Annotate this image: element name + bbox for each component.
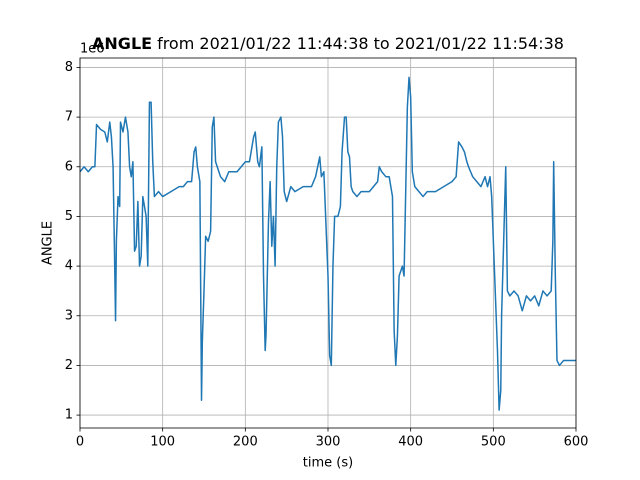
x-tick-label: 400 xyxy=(398,435,423,450)
x-tick-label: 600 xyxy=(564,435,589,450)
x-tick-label: 500 xyxy=(481,435,506,450)
title-text: from 2021/01/22 11:44:38 to 2021/01/22 1… xyxy=(157,34,564,53)
x-tick-label: 200 xyxy=(233,435,258,450)
x-tick-label: 100 xyxy=(150,435,175,450)
y-tick-label: 2 xyxy=(65,358,73,373)
plot-frame xyxy=(79,57,577,429)
x-tick-label: 300 xyxy=(316,435,341,450)
y-tick-label: 1 xyxy=(65,408,73,423)
y-tick-label: 6 xyxy=(65,159,73,174)
y-tick-label: 5 xyxy=(65,209,73,224)
y-offset-label: 1e6 xyxy=(80,42,105,57)
y-tick-label: 7 xyxy=(65,110,73,125)
x-tick-label: 0 xyxy=(76,435,84,450)
y-tick-label: 8 xyxy=(65,60,73,75)
chart-title: ANGLE from 2021/01/22 11:44:38 to 2021/01… xyxy=(92,34,564,53)
y-tick-label: 4 xyxy=(65,259,73,274)
title-bold: ANGLE xyxy=(92,34,152,53)
data-line xyxy=(79,76,576,411)
y-tick-label: 3 xyxy=(65,308,73,323)
y-axis-label: ANGLE xyxy=(41,221,56,265)
x-axis-label: time (s) xyxy=(303,456,353,471)
